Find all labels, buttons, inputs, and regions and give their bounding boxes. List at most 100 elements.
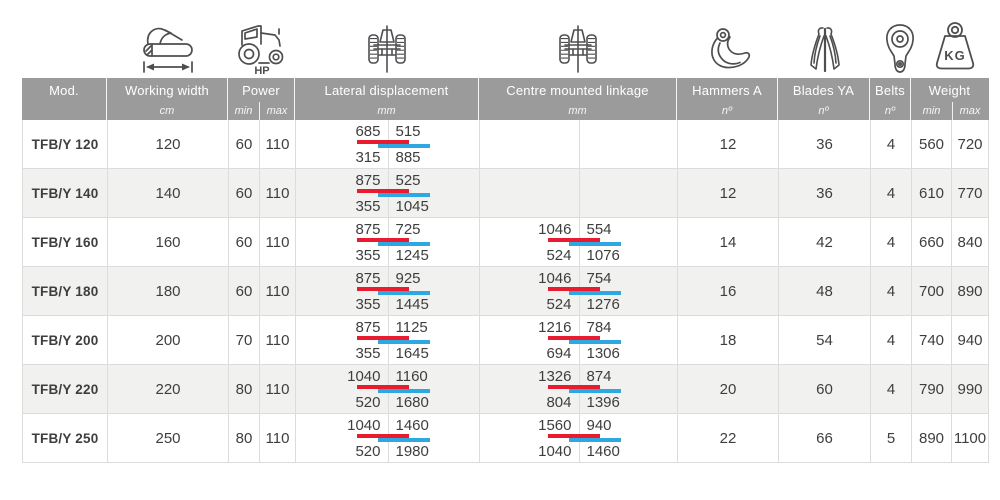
header-blades: Blades YA nº (778, 78, 870, 120)
header-working-width-label: Working width (124, 82, 209, 98)
weight-max-cell: 770 (952, 169, 989, 217)
power-min-cell: 70 (229, 316, 260, 364)
centre-range-bars (480, 286, 677, 296)
header-lateral-label: Lateral displacement (324, 82, 449, 98)
belts-count-cell-value: 4 (886, 331, 896, 349)
lateral-bottom-left: 315 (355, 148, 381, 166)
blades-count-cell: 36 (779, 120, 871, 168)
model-name-value: TFB/Y 160 (31, 234, 99, 250)
lateral-blue-bar (377, 290, 430, 295)
model-name-value: TFB/Y 220 (31, 381, 99, 397)
column-icons: HP (0, 0, 1000, 78)
lateral-blue-bar (377, 388, 430, 393)
centre-bottom-right: 1306 (586, 344, 620, 362)
model-name: TFB/Y 140 (23, 169, 108, 217)
power-max-cell-value: 110 (265, 282, 290, 300)
header-weight-label: Weight (928, 82, 971, 98)
hammers-count-cell-value: 12 (719, 184, 737, 202)
hammers-count-cell: 20 (678, 365, 779, 413)
lateral-top-right: 1160 (395, 367, 428, 385)
weight-max-cell-value: 770 (957, 184, 983, 202)
centre-blue-bar (568, 339, 621, 344)
hammers-count-cell-value: 18 (719, 331, 737, 349)
centre-top-left: 1326 (538, 367, 572, 385)
lateral-range-bars (296, 335, 479, 345)
centre-top-values: 1216 784 (480, 319, 677, 336)
lateral-top-values: 875 725 (296, 221, 479, 238)
table-row: TFB/Y 220 220 80 110 1040 1160 520 1680 1326 874 8… (23, 365, 989, 414)
power-max-cell: 110 (260, 120, 296, 168)
weight-min-cell-value: 700 (918, 282, 945, 300)
centre-bottom-values: 804 1396 (480, 394, 677, 411)
power-min-cell-value: 70 (235, 331, 253, 349)
lateral-red-bar (356, 139, 409, 144)
table-row: TFB/Y 250 250 80 110 1040 1460 520 1980 1560 940 1… (23, 414, 989, 463)
weight-max-cell: 1100 (952, 414, 989, 462)
hammers-count-cell: 22 (678, 414, 779, 462)
power-min-cell: 60 (229, 218, 260, 266)
header-centre-label: Centre mounted linkage (506, 82, 649, 98)
centre-bottom-right: 1076 (586, 246, 620, 264)
header-weight-min: min (922, 105, 941, 117)
lateral-bottom-values: 355 1645 (296, 345, 479, 362)
centre-range-bars (480, 384, 677, 394)
power-max-cell-value: 110 (265, 380, 290, 398)
blades-count-cell-value: 66 (816, 429, 833, 447)
power-max-cell: 110 (260, 169, 296, 217)
model-name-value: TFB/Y 250 (31, 430, 99, 446)
working-width-cell: 140 (108, 169, 229, 217)
header-belts-unit: nº (884, 105, 896, 117)
centre-top-values: 1326 874 (480, 368, 677, 385)
lateral-bottom-right: 885 (395, 148, 421, 166)
weight-max-cell-value: 840 (957, 233, 983, 251)
working-width-cell-value: 160 (155, 233, 181, 251)
centre-linkage-icon (555, 18, 601, 76)
belt-icon (884, 18, 916, 76)
lateral-top-right: 515 (395, 122, 421, 140)
working-width-cell: 200 (108, 316, 229, 364)
working-width-cell-value: 220 (155, 380, 181, 398)
hammers-count-cell-value: 16 (719, 282, 737, 300)
centre-top-left: 1560 (538, 416, 572, 434)
blades-count-cell-value: 54 (816, 331, 833, 349)
power-max-cell: 110 (260, 267, 296, 315)
centre-top-right: 554 (586, 220, 612, 238)
header-power-max: max (259, 102, 294, 120)
working-width-cell-value: 250 (155, 429, 181, 447)
model-name-value: TFB/Y 180 (31, 283, 99, 299)
lateral-range-bars (296, 237, 479, 247)
power-max-cell-value: 110 (265, 331, 290, 349)
centre-bottom-left: 694 (546, 344, 572, 362)
lateral-blue-bar (377, 192, 430, 197)
table-row: TFB/Y 180 180 60 110 875 925 355 1445 1046 754 524… (23, 267, 989, 316)
weight-max-cell-value: 1100 (953, 429, 987, 447)
lateral-displacement-cell: 875 725 355 1245 (296, 218, 480, 266)
lateral-top-right: 1125 (395, 318, 428, 336)
centre-blue-bar (568, 437, 621, 442)
belts-count-cell: 5 (871, 414, 912, 462)
blades-count-cell-value: 36 (816, 184, 833, 202)
working-width-icon (135, 18, 201, 76)
model-name: TFB/Y 180 (23, 267, 108, 315)
power-max-cell: 110 (260, 414, 296, 462)
centre-red-bar (547, 286, 600, 291)
spec-table: Mod. Working width cm Power min max Late… (22, 78, 989, 463)
centre-bottom-values: 524 1276 (480, 296, 677, 313)
lateral-blue-bar (377, 241, 430, 246)
model-name: TFB/Y 160 (23, 218, 108, 266)
lateral-red-bar (356, 384, 409, 389)
header-hammers: Hammers A nº (677, 78, 778, 120)
power-max-cell: 110 (260, 218, 296, 266)
lateral-red-bar (356, 433, 409, 438)
centre-top-values: 1046 554 (480, 221, 677, 238)
weight-min-cell-value: 560 (918, 135, 945, 153)
lateral-red-bar (356, 286, 409, 291)
lateral-top-right: 725 (395, 220, 421, 238)
header-belts: Belts nº (870, 78, 911, 120)
blades-count-cell-value: 36 (816, 135, 833, 153)
weight-max-cell: 840 (952, 218, 989, 266)
header-belts-label: Belts (875, 82, 905, 98)
blades-count-cell: 60 (779, 365, 871, 413)
header-lateral-unit: mm (377, 105, 396, 117)
weight-max-cell-value: 990 (957, 380, 983, 398)
